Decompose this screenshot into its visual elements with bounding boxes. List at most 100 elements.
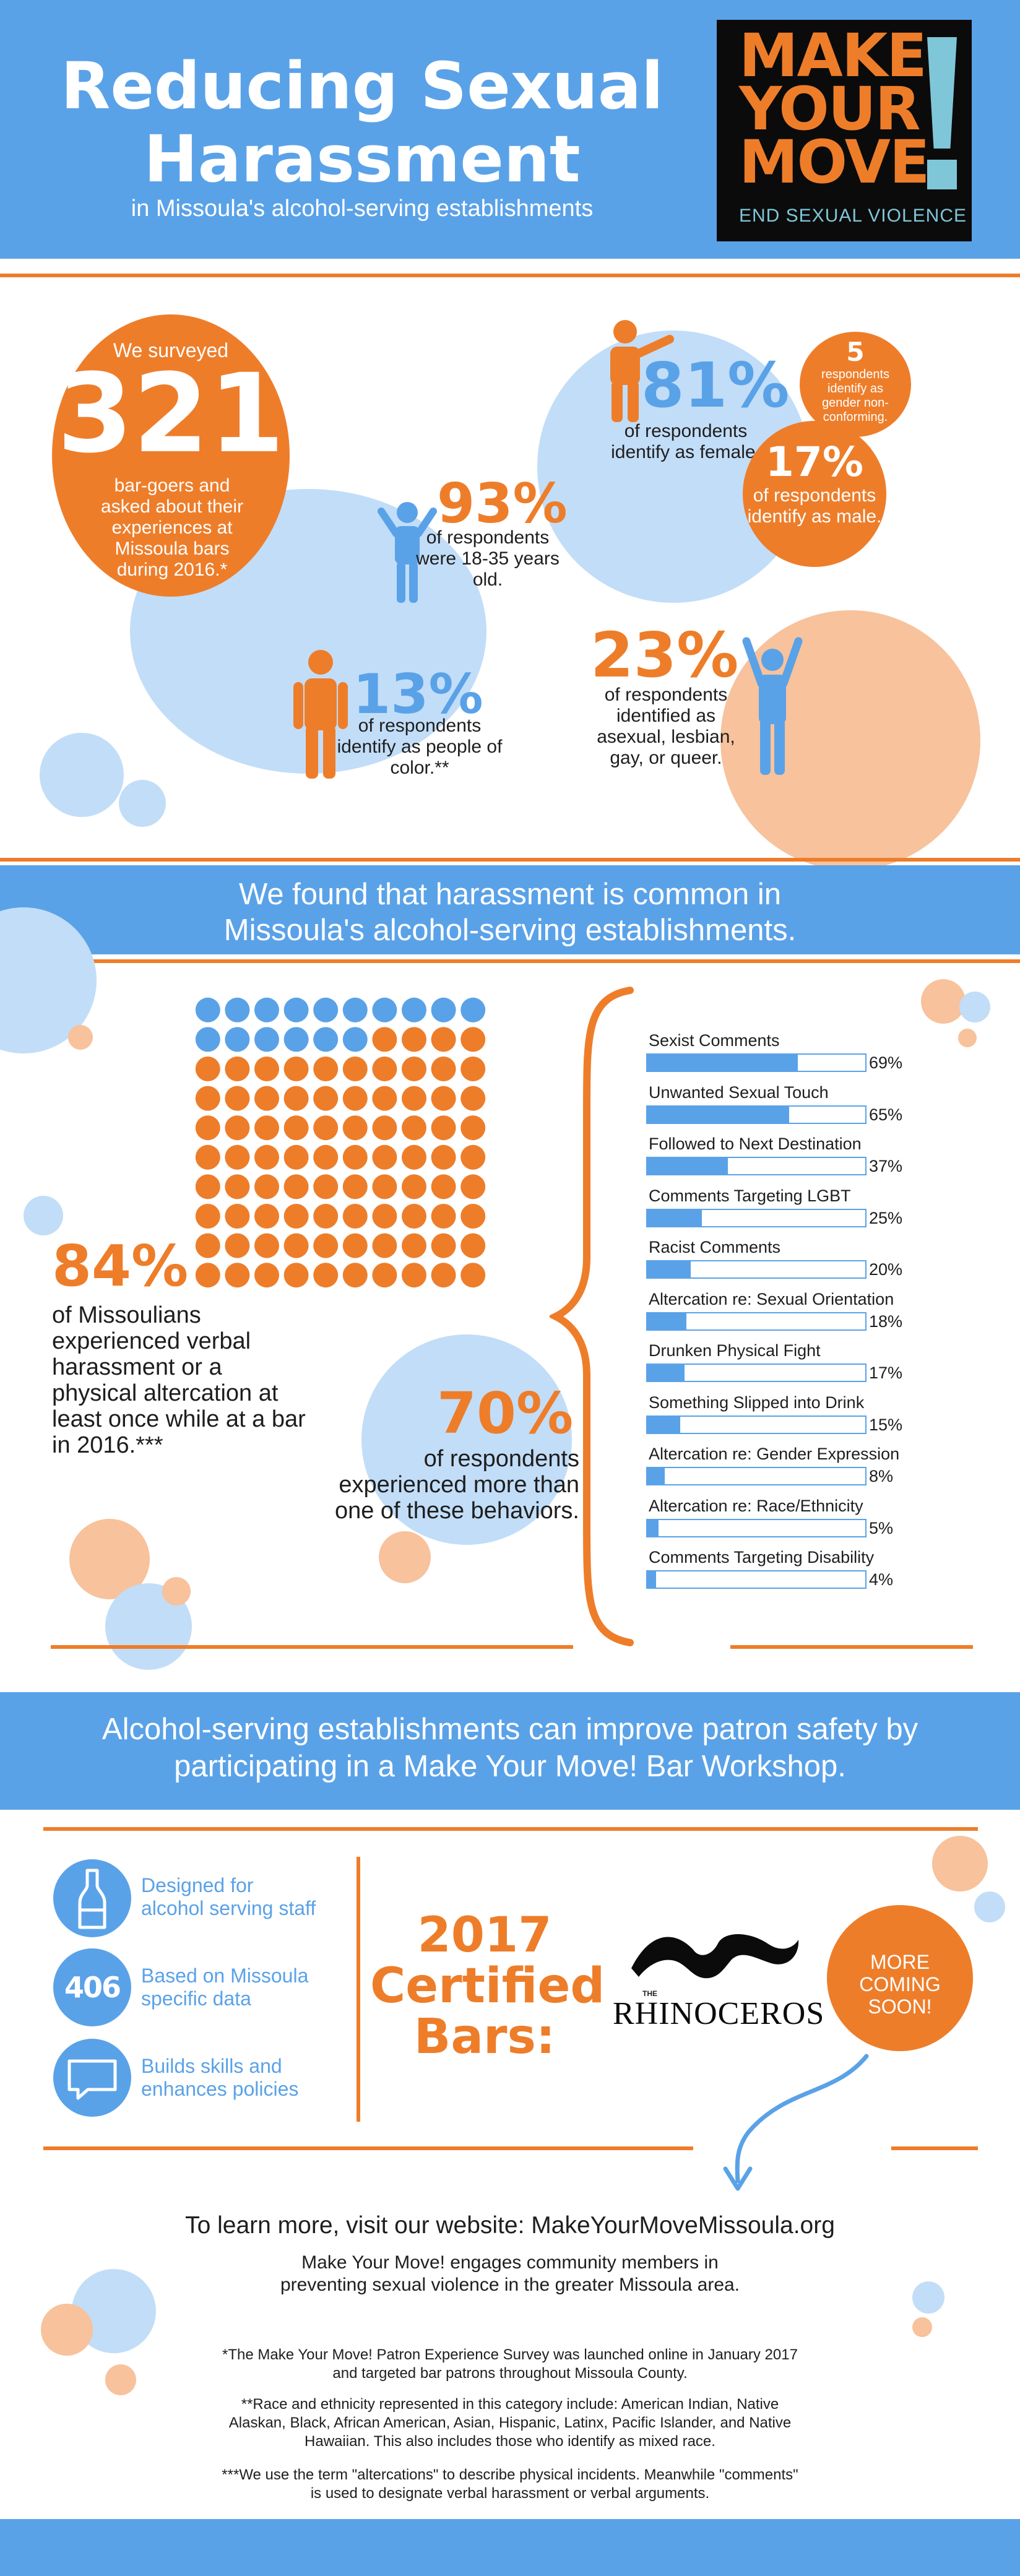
waffle-dot-harassed [402,1086,426,1111]
waffle-dot-harassed [402,1027,426,1052]
speech-bubble-icon [53,2039,131,2117]
feature-data-line-1: Based on Missoula [141,1964,309,1987]
decor-circle [119,780,166,827]
waffle-dot-other [283,1027,309,1052]
decor-circle [162,1577,191,1606]
website-link[interactable]: To learn more, visit our website: MakeYo… [185,2212,835,2239]
bar-track [646,1467,867,1485]
divider-rule [43,1827,978,1831]
waffle-dot-harassed [402,1233,426,1258]
waffle-chart [195,997,486,1288]
waffle-dot-harassed [283,1174,309,1199]
waffle-dot-harassed [402,1204,426,1229]
bar-track [646,1415,867,1434]
divider-rule [730,1645,973,1649]
waffle-dot-harassed [431,1086,456,1111]
bottle-icon [53,1859,131,1937]
waffle-dot-harassed [460,1174,486,1199]
decor-circle [24,1196,63,1235]
waffle-dot-harassed [225,1057,250,1081]
waffle-dot-harassed [342,1086,368,1111]
footnote-race-line-1: **Race and ethnicity represented in this… [241,2396,779,2413]
age-text: of respondents were 18-35 years old. [416,527,560,590]
bar-value-label: 17% [869,1364,903,1382]
waffle-dot-harassed [342,1057,368,1081]
waffle-dot-harassed [372,1115,397,1141]
bar-fill [647,1055,798,1071]
mission-line-1: Make Your Move! engages community member… [301,2252,719,2273]
waffle-dot-harassed [372,1233,397,1258]
curly-brace [550,987,634,1646]
bar-fill [647,1519,659,1536]
waffle-dot-other [431,997,456,1022]
exclamation-icon [927,37,957,149]
exclamation-dot [927,160,957,189]
waffle-dot-harassed [254,1144,279,1170]
waffle-dot-other [342,997,368,1022]
certified-year: 2017 [417,1908,552,1963]
footnote-race: **Race and ethnicity represented in this… [0,2395,1020,2451]
harassment-text: of Missoulians experienced verbal harass… [52,1302,306,1458]
waffle-dot-other [195,1027,220,1052]
bar-value-label: 15% [869,1415,903,1434]
age-percent: 93% [437,472,568,535]
bar-label: Followed to Next Destination [649,1135,862,1153]
waffle-dot-harassed [431,1263,456,1288]
waffle-dot-harassed [460,1057,486,1081]
waffle-dot-other [313,997,339,1022]
bar-track [646,1105,867,1124]
feature-staff-line-1: Designed for [141,1874,254,1896]
male-percent: 17% [766,438,863,486]
bar-value-label: 69% [869,1053,903,1072]
waffle-dot-harassed [225,1174,250,1199]
waffle-dot-harassed [460,1263,486,1288]
bar-label: Altercation re: Race/Ethnicity [649,1496,863,1515]
waffle-dot-harassed [225,1263,250,1288]
waffle-dot-other [313,1027,339,1052]
waffle-dot-harassed [460,1144,486,1170]
waffle-dot-harassed [342,1144,368,1170]
area-code-badge: 406 [53,1948,131,2026]
waffle-dot-harassed [225,1204,250,1229]
waffle-dot-harassed [402,1263,426,1288]
divider-vertical [357,1857,360,2122]
waffle-dot-harassed [342,1115,368,1141]
feature-staff-line-2: alcohol serving staff [141,1897,316,1919]
bar-track [646,1208,867,1227]
waffle-dot-harassed [283,1204,309,1229]
decor-circle [958,1029,977,1047]
decor-circle [912,2281,944,2314]
mission-line-2: preventing sexual violence in the greate… [280,2275,740,2295]
rhinoceros-logo-name: RHINOCEROS [613,1996,825,2031]
waffle-dot-harassed [372,1204,397,1229]
waffle-dot-other [402,997,426,1022]
waffle-dot-harassed [313,1263,339,1288]
decor-circle [105,2364,136,2395]
survey-count-circle [52,314,290,597]
waffle-dot-harassed [254,1086,279,1111]
harassment-percent: 84% [52,1233,189,1299]
waffle-dot-other [372,997,397,1022]
waffle-dot-harassed [372,1144,397,1170]
waffle-dot-harassed [313,1233,339,1258]
bar-fill [647,1209,702,1226]
waffle-dot-other [342,1027,368,1052]
lgbq-text: of respondents identified as asexual, le… [597,685,735,768]
male-circle [743,421,886,567]
findings-heading-line-1: We found that harassment is common in [238,878,782,911]
waffle-dot-harassed [372,1057,397,1081]
background-circle [361,1334,572,1545]
waffle-dot-harassed [402,1174,426,1199]
bar-label: Something Slipped into Drink [649,1393,865,1412]
waffle-dot-harassed [431,1057,456,1081]
bar-fill [647,1468,665,1484]
bar-label: Comments Targeting Disability [649,1548,875,1567]
decor-circle [932,1836,988,1891]
feature-staff: Designed for alcohol serving staff [141,1874,316,1920]
feature-skills-line-2: enhances policies [141,2078,299,2100]
bar-fill [647,1158,728,1174]
bar-value-label: 8% [869,1467,894,1485]
male-text: of respondents identify as male. [747,485,882,527]
footnote-terms: ***We use the term "altercations" to des… [0,2466,1020,2503]
female-percent: 81% [641,349,790,421]
